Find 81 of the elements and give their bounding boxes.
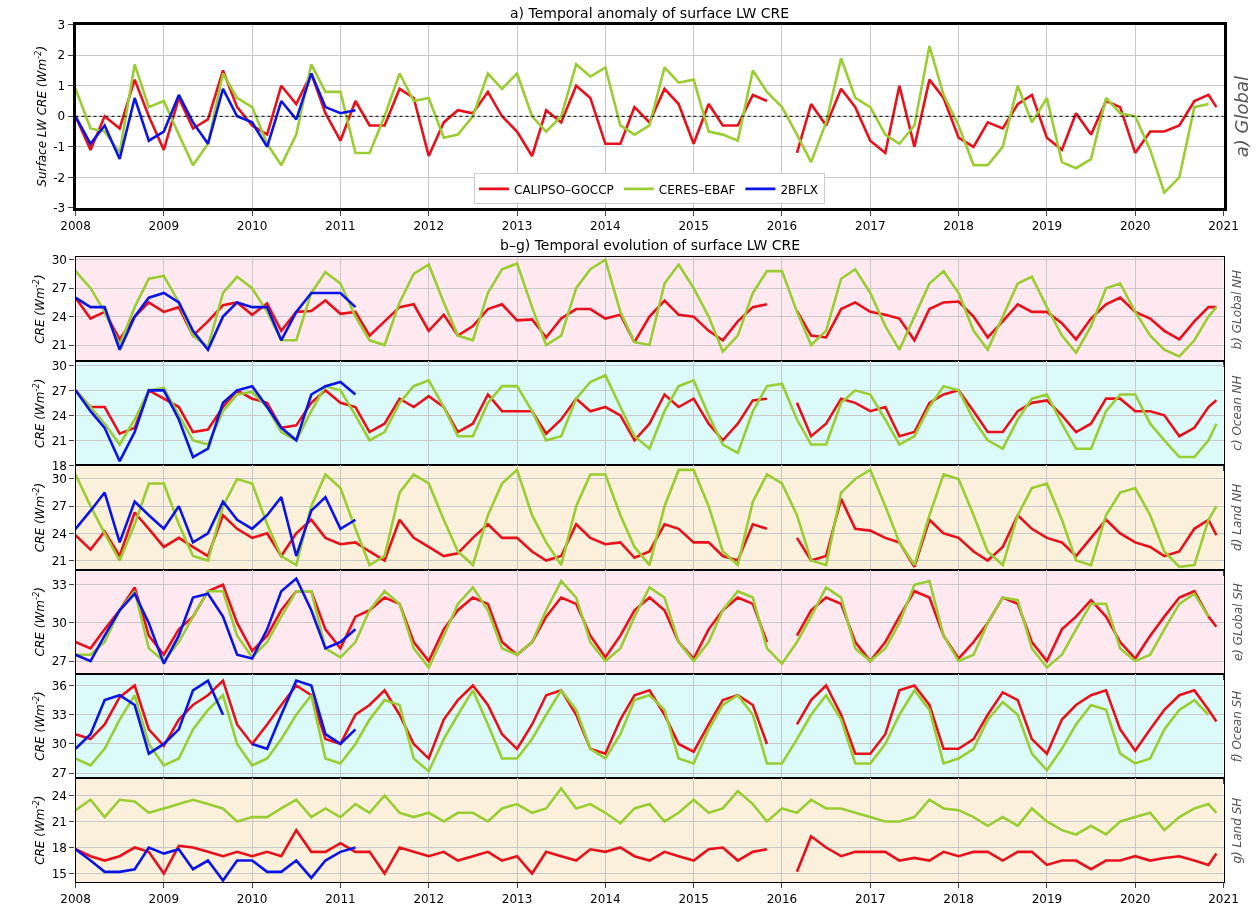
y-tick-label: 24 <box>51 309 68 324</box>
y-tick-label: 18 <box>51 458 68 473</box>
line-series <box>75 374 1218 459</box>
y-tick-label: 27 <box>51 281 68 296</box>
text: b) GLobal NH <box>1230 269 1245 350</box>
y-tick-label: 36 <box>51 678 68 693</box>
x-tick-label: 2014 <box>590 891 621 906</box>
y-tick-label: 27 <box>51 766 68 781</box>
line-series <box>75 44 1210 194</box>
chart-title: b–g) Temporal evolution of surface LW CRE <box>500 237 801 253</box>
x-tick-label: 2019 <box>1031 219 1063 234</box>
x-tick-label: 2019 <box>1031 891 1063 906</box>
x-tick-label: 2009 <box>148 219 180 234</box>
line-series <box>75 689 1210 773</box>
line-series <box>75 787 1218 836</box>
x-tick-label: 2010 <box>236 219 268 234</box>
x-tick-label: 2016 <box>766 219 798 234</box>
y-tick-label: 33 <box>51 578 68 593</box>
y-tick-label: 27 <box>51 499 68 514</box>
x-tick-label: 2017 <box>855 219 886 234</box>
x-tick-label: 2020 <box>1119 891 1151 906</box>
y-tick-label: 30 <box>51 358 68 373</box>
chart-title: a) Temporal anomaly of surface LW CRE <box>510 5 790 21</box>
y-tick-label: 15 <box>51 866 68 881</box>
x-tick-label: 2015 <box>678 891 709 906</box>
x-tick-label: 2011 <box>325 891 356 906</box>
x-tick-label: 2013 <box>501 219 533 234</box>
x-tick-label: 2008 <box>60 891 91 906</box>
x-tick-label: 2021 <box>1208 219 1239 234</box>
legend-label: CERES–EBAF <box>658 182 736 197</box>
y-tick-label: 0 <box>57 109 66 124</box>
x-tick-label: 2012 <box>413 219 445 234</box>
text: d) Land NH <box>1229 483 1244 551</box>
x-tick-label: 2010 <box>236 891 268 906</box>
y-tick-label: 30 <box>51 616 68 631</box>
y-tick-label: 24 <box>51 788 68 803</box>
y-tick-label: 27 <box>51 654 68 669</box>
y-tick-label: 30 <box>51 737 68 752</box>
legend-label: CALIPSO–GOCCP <box>514 182 614 197</box>
y-tick-label: 21 <box>51 553 68 568</box>
y-tick-label: 24 <box>51 526 68 541</box>
text: g) Land SH <box>1230 797 1245 864</box>
y-tick-label: -3 <box>53 201 66 216</box>
line-series <box>75 846 357 882</box>
y-tick-label: 30 <box>51 252 68 267</box>
x-tick-label: 2021 <box>1208 891 1239 906</box>
y-tick-label: 21 <box>51 338 68 353</box>
y-tick-label: 27 <box>51 383 68 398</box>
y-tick-label: 1 <box>57 78 66 93</box>
x-tick-label: 2014 <box>590 219 621 234</box>
x-tick-label: 2018 <box>943 891 974 906</box>
line-series <box>75 291 357 352</box>
x-tick-label: 2016 <box>766 891 798 906</box>
line-series <box>75 491 357 558</box>
text: c) Ocean NH <box>1230 375 1245 451</box>
y-tick-label: 2 <box>57 48 66 63</box>
y-tick-label: 3 <box>57 17 66 32</box>
x-tick-label: 2018 <box>943 219 974 234</box>
text: f) Ocean SH <box>1230 690 1245 763</box>
y-tick-label: 24 <box>51 408 68 423</box>
x-tick-label: 2008 <box>60 219 91 234</box>
line-series <box>75 72 357 161</box>
line-series <box>75 577 357 665</box>
x-tick-label: 2017 <box>855 891 886 906</box>
legend-label: 2BFLX <box>780 182 819 197</box>
y-tick-label: -1 <box>53 140 66 155</box>
y-tick-label: 21 <box>51 814 68 829</box>
x-tick-label: 2009 <box>148 891 180 906</box>
text: e) GLobal SH <box>1230 583 1245 662</box>
x-tick-label: 2020 <box>1119 219 1151 234</box>
y-tick-label: 30 <box>51 472 68 487</box>
y-tick-label: 18 <box>51 840 68 855</box>
x-tick-label: 2013 <box>501 891 533 906</box>
y-tick-label: 21 <box>51 433 68 448</box>
y-tick-label: 33 <box>51 707 68 722</box>
x-tick-label: 2015 <box>678 219 709 234</box>
x-tick-label: 2011 <box>325 219 356 234</box>
text: a) Global <box>1230 76 1252 158</box>
y-tick-label: -2 <box>53 170 66 185</box>
line-series <box>75 380 357 463</box>
x-tick-label: 2012 <box>413 891 445 906</box>
